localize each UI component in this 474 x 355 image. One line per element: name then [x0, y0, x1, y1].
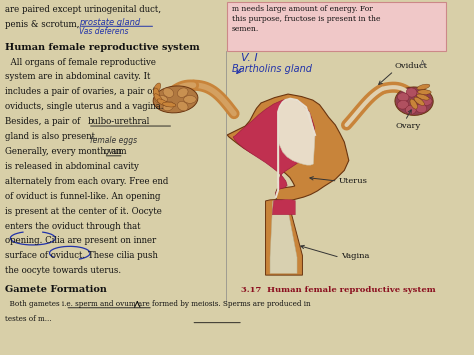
Ellipse shape	[398, 93, 409, 102]
Ellipse shape	[163, 88, 173, 97]
Text: ovum: ovum	[103, 147, 127, 156]
Polygon shape	[228, 94, 349, 201]
Text: is present at the center of it. Oocyte: is present at the center of it. Oocyte	[4, 207, 161, 215]
Text: 3.17  Human female reproductive system: 3.17 Human female reproductive system	[241, 286, 436, 294]
Text: Ovary: Ovary	[395, 122, 420, 131]
Text: A.: A.	[419, 60, 427, 69]
Text: bulbo-urethral: bulbo-urethral	[88, 117, 150, 126]
Text: gland is also present.: gland is also present.	[4, 132, 97, 141]
Ellipse shape	[414, 97, 424, 105]
Text: Vas deferens: Vas deferens	[79, 27, 128, 36]
Ellipse shape	[153, 88, 159, 99]
Ellipse shape	[157, 99, 169, 106]
Polygon shape	[265, 200, 302, 275]
Text: penis & scrotum,: penis & scrotum,	[4, 20, 79, 29]
Text: the oocyte towards uterus.: the oocyte towards uterus.	[4, 266, 120, 275]
Ellipse shape	[417, 94, 429, 100]
Text: Gamete Formation: Gamete Formation	[4, 285, 106, 294]
Text: this purpose, fructose is present in the: this purpose, fructose is present in the	[232, 15, 380, 23]
Text: All organs of female reproductive: All organs of female reproductive	[4, 58, 155, 66]
FancyBboxPatch shape	[228, 2, 446, 51]
Text: Human female reproductive system: Human female reproductive system	[4, 43, 199, 51]
Text: semen.: semen.	[232, 25, 259, 33]
Text: is released in abdominal cavity: is released in abdominal cavity	[4, 162, 138, 171]
Text: Besides, a pair of: Besides, a pair of	[4, 117, 80, 126]
Ellipse shape	[163, 102, 176, 107]
Ellipse shape	[410, 99, 418, 109]
Ellipse shape	[417, 84, 430, 90]
Ellipse shape	[416, 104, 427, 113]
Text: oviducts, single uterus and a vagina.: oviducts, single uterus and a vagina.	[4, 102, 163, 111]
Ellipse shape	[418, 90, 431, 94]
Ellipse shape	[153, 86, 198, 113]
Text: V. I: V. I	[241, 53, 257, 63]
Ellipse shape	[183, 95, 196, 103]
Ellipse shape	[177, 88, 188, 97]
Polygon shape	[272, 200, 295, 215]
Text: Oviduct: Oviduct	[395, 62, 428, 70]
Ellipse shape	[420, 97, 432, 105]
Ellipse shape	[154, 83, 161, 93]
Text: Generally, every month, an: Generally, every month, an	[4, 147, 121, 156]
Text: opening. Cilia are present on inner: opening. Cilia are present on inner	[4, 236, 156, 245]
Ellipse shape	[154, 94, 163, 103]
Text: Vagina: Vagina	[341, 252, 370, 260]
Ellipse shape	[177, 102, 188, 111]
Text: surface of oviduct. These cilia push: surface of oviduct. These cilia push	[4, 251, 157, 260]
Text: enters the oviduct through that: enters the oviduct through that	[4, 222, 140, 230]
Ellipse shape	[395, 87, 433, 115]
Ellipse shape	[406, 88, 417, 97]
Ellipse shape	[163, 102, 173, 111]
Ellipse shape	[416, 90, 427, 99]
Text: alternately from each ovary. Free end: alternately from each ovary. Free end	[4, 177, 168, 186]
Text: m needs large amount of energy. For: m needs large amount of energy. For	[232, 5, 373, 13]
Text: includes a pair of ovaries, a pair of: includes a pair of ovaries, a pair of	[4, 87, 155, 96]
Text: of oviduct is funnel-like. An opening: of oviduct is funnel-like. An opening	[4, 192, 160, 201]
Ellipse shape	[155, 95, 167, 103]
Polygon shape	[233, 99, 315, 197]
Ellipse shape	[405, 105, 416, 114]
Polygon shape	[270, 200, 297, 273]
Text: are paired except urinogenital duct,: are paired except urinogenital duct,	[4, 5, 161, 14]
Ellipse shape	[397, 100, 409, 109]
Text: Bartholins gland: Bartholins gland	[232, 64, 312, 74]
Text: testes of m...: testes of m...	[4, 315, 51, 323]
Text: prostate gland: prostate gland	[79, 18, 140, 27]
Polygon shape	[278, 99, 315, 165]
Text: female eggs: female eggs	[90, 136, 137, 144]
Text: Both gametes i.e. sperm and ovum are formed by meiosis. Sperms are produced in: Both gametes i.e. sperm and ovum are for…	[4, 300, 310, 308]
Text: system are in abdominal cavity. It: system are in abdominal cavity. It	[4, 72, 150, 81]
Text: Uterus: Uterus	[338, 177, 367, 185]
